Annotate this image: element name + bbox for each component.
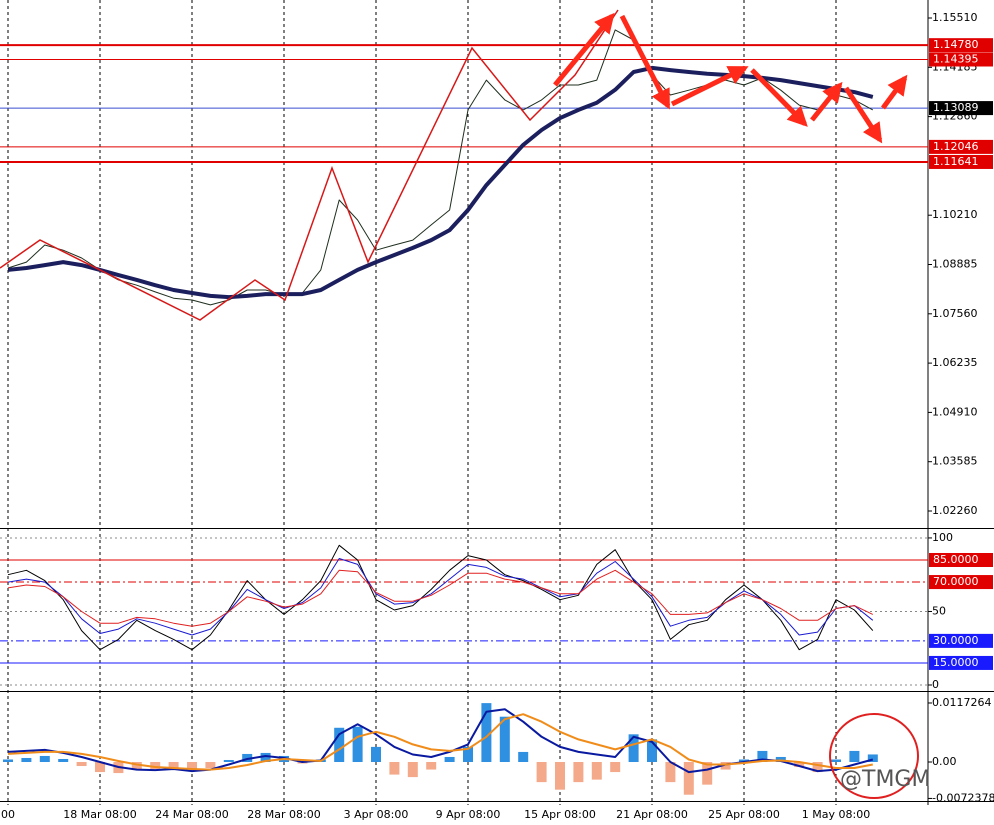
level-label-box <box>929 553 993 567</box>
x-tick-label: 25 Apr 08:00 <box>708 808 780 821</box>
histogram-bar <box>444 756 455 763</box>
histogram-bar <box>463 746 473 763</box>
level-label-box <box>929 575 993 590</box>
histogram-bar <box>223 759 234 763</box>
x-tick-label: 9 Apr 08:00 <box>436 808 501 821</box>
histogram-bar <box>352 726 363 763</box>
x-tick-label: 21 Apr 08:00 <box>616 808 688 821</box>
histogram-bar <box>628 734 639 763</box>
y-tick-label: 0.00 <box>932 755 957 768</box>
level-label: 1.14395 <box>933 52 979 65</box>
histogram-bar <box>39 755 50 763</box>
annotations <box>0 9 919 799</box>
histogram-bar <box>389 762 400 775</box>
histogram-bar <box>867 754 878 763</box>
level-label: 30.0000 <box>933 634 979 647</box>
y-tick-label: 1.03585 <box>932 455 978 468</box>
histogram-bar <box>555 762 565 790</box>
histogram-bar <box>21 757 32 763</box>
level-label-box <box>929 38 993 53</box>
level-label: 1.11641 <box>933 155 979 168</box>
histogram-bar <box>812 762 823 773</box>
histogram-bar <box>187 762 197 772</box>
x-tick-label: 15 Apr 08:00 <box>524 808 596 821</box>
histogram-bar <box>131 762 142 771</box>
level-label: 85.0000 <box>933 553 979 566</box>
y-tick-label: -0.0072378 <box>932 791 994 804</box>
histogram-bar <box>683 762 694 795</box>
y-tick-label: 1.02260 <box>932 504 978 517</box>
y-tick-label: 0 <box>932 678 939 691</box>
level-label-box <box>929 633 993 648</box>
y-tick-label: 1.04910 <box>932 405 978 418</box>
histogram-bar <box>775 756 786 763</box>
histogram-bar <box>702 762 713 785</box>
y-tick-label: 1.10210 <box>932 208 978 221</box>
y-tick-label: 1.15510 <box>932 11 978 24</box>
zigzag <box>0 9 619 321</box>
x-tick-label: 28 Mar 08:00 <box>247 808 320 821</box>
histogram-bar <box>757 750 768 763</box>
histogram-bar <box>518 751 529 763</box>
level-label-box <box>929 139 993 154</box>
histogram-bar <box>573 762 584 783</box>
histogram-bar <box>168 762 179 770</box>
series-line <box>7 544 874 651</box>
histogram-bar <box>831 759 841 763</box>
x-tick-label: 00 <box>1 808 15 821</box>
y-tick-label: 0.0117264 <box>932 696 992 709</box>
level-label-box <box>929 101 993 116</box>
histogram-bar <box>647 739 657 763</box>
histogram-bar <box>426 762 437 770</box>
level-label: 15.0000 <box>933 656 979 669</box>
histogram-bar <box>536 762 547 783</box>
x-tick-label: 24 Mar 08:00 <box>155 808 228 821</box>
level-label-box <box>929 52 993 67</box>
histogram-bar <box>794 762 805 768</box>
level-label: 1.12046 <box>933 140 979 153</box>
x-tick-label: 18 Mar 08:00 <box>63 808 136 821</box>
histogram-bar <box>610 762 621 773</box>
y-tick-label: 1.07560 <box>932 307 978 320</box>
series-line <box>7 569 874 627</box>
highlight-circle <box>829 713 919 799</box>
series-line <box>7 713 873 771</box>
histogram-bar <box>58 758 69 763</box>
histogram-bar <box>739 759 749 763</box>
histogram-bar <box>95 762 105 773</box>
level-label: 1.13089 <box>933 101 979 114</box>
arrows <box>553 12 908 144</box>
y-tick-label: 1.08885 <box>932 258 978 271</box>
level-label-box <box>929 655 993 670</box>
histogram-bar <box>205 762 216 769</box>
histogram-bar <box>591 762 602 780</box>
histogram-bar <box>849 750 860 763</box>
histogram-bar <box>499 716 510 763</box>
histogram-bar <box>407 762 418 778</box>
level-label: 70.0000 <box>933 575 979 588</box>
histogram-bar <box>150 762 161 770</box>
histogram-bar <box>371 746 381 763</box>
histogram-bar <box>481 703 492 763</box>
histogram-bar <box>260 752 271 763</box>
y-tick-label: 50 <box>932 604 946 617</box>
watermark: @TMGM <box>840 767 930 792</box>
histogram-bar <box>334 727 345 763</box>
y-tick-label: 100 <box>932 531 953 544</box>
level-label: 1.14780 <box>933 38 979 51</box>
level-label-box <box>929 154 993 169</box>
histogram-bar <box>665 762 676 783</box>
y-tick-label: 1.06235 <box>932 356 978 369</box>
x-tick-label: 3 Apr 08:00 <box>344 808 409 821</box>
histogram-bar <box>720 762 731 770</box>
histogram-bar <box>3 759 13 763</box>
histogram-bar <box>76 762 87 767</box>
histogram-bar <box>242 753 253 763</box>
x-tick-label: 1 May 08:00 <box>802 808 870 821</box>
